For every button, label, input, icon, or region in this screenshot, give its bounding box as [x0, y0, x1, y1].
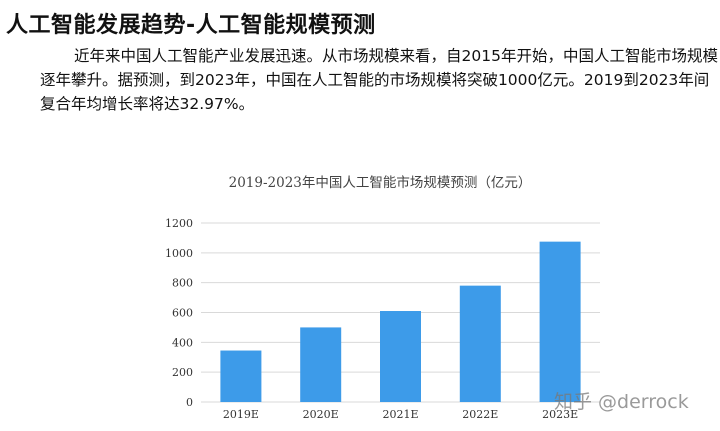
y-tick-label: 400: [172, 336, 193, 349]
bar-2023E: [539, 241, 581, 402]
watermark: 知乎 @derrock: [554, 391, 689, 413]
bar-2020E: [300, 327, 342, 402]
bar-2021E: [380, 311, 421, 402]
bar-2019E: [220, 350, 262, 402]
bar-2022E: [459, 285, 501, 402]
x-axis-ticks: 2019E 2020E 2021E 2022E 2023E: [223, 408, 578, 421]
x-tick-label: 2019E: [223, 408, 259, 421]
chart-title: 2019-2023年中国人工智能市场规模预测（亿元）: [228, 175, 532, 191]
chart-bars: [220, 241, 581, 402]
y-tick-label: 800: [172, 277, 193, 290]
y-tick-label: 1200: [165, 217, 193, 230]
y-tick-label: 600: [172, 307, 193, 320]
x-tick-label: 2023E: [542, 408, 578, 421]
intro-text: 近年来中国人工智能产业发展迅速。从市场规模来看，自2015年开始，中国人工智能市…: [40, 47, 718, 113]
page-title: 人工智能发展趋势-人工智能规模预测: [6, 13, 376, 38]
y-axis-ticks: 0 200 400 600 800 1000 1200: [165, 217, 193, 409]
x-tick-label: 2021E: [382, 408, 418, 421]
x-tick-label: 2020E: [303, 408, 339, 421]
y-tick-label: 0: [186, 396, 193, 409]
intro-paragraph: 近年来中国人工智能产业发展迅速。从市场规模来看，自2015年开始，中国人工智能市…: [40, 44, 720, 116]
y-tick-label: 1000: [165, 247, 193, 260]
x-tick-label: 2022E: [462, 408, 498, 421]
y-tick-label: 200: [172, 366, 193, 379]
